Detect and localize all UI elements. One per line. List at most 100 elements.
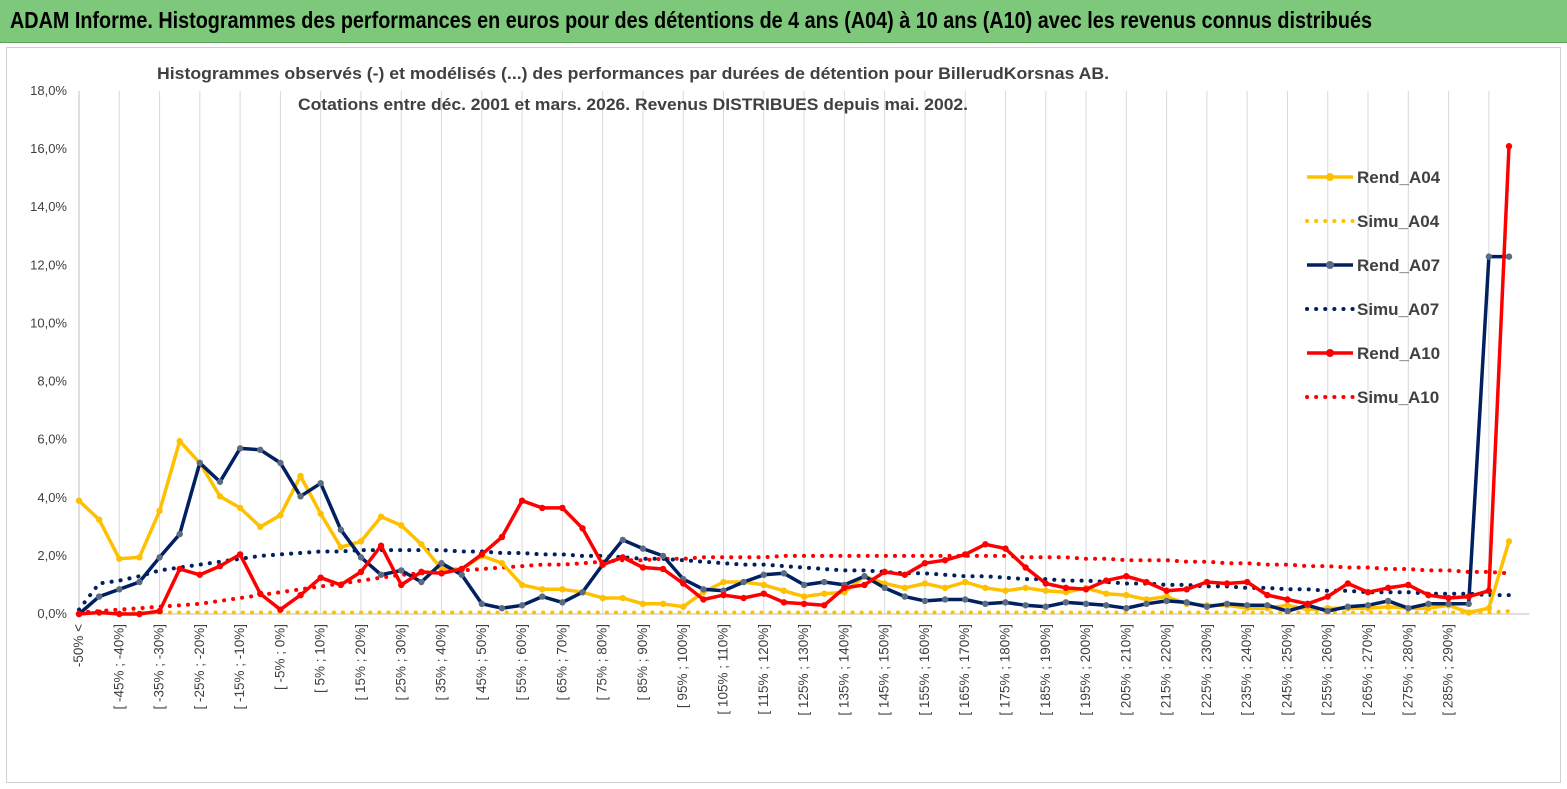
- legend-label: Simu_A04: [1357, 212, 1440, 231]
- data-point: [398, 567, 405, 574]
- data-point: [438, 570, 445, 577]
- data-point: [619, 594, 627, 602]
- data-point: [1203, 603, 1211, 610]
- data-point: [539, 504, 546, 512]
- data-point: [75, 497, 83, 504]
- data-point: [961, 578, 969, 586]
- data-point: [680, 580, 687, 587]
- data-point: [1102, 602, 1110, 609]
- data-point: [1465, 609, 1472, 616]
- data-point: [740, 578, 747, 586]
- data-point: [216, 562, 224, 570]
- data-point: [760, 581, 767, 589]
- data-point: [1163, 597, 1170, 605]
- data-point: [599, 594, 606, 602]
- data-point: [176, 530, 183, 538]
- data-point: [821, 590, 828, 597]
- x-tick-label: [ -35% ; -30%]: [152, 624, 167, 710]
- x-tick-label: [ 25% ; 30%]: [393, 624, 408, 701]
- x-tick-label: -50% <: [71, 624, 86, 667]
- data-point: [659, 600, 667, 608]
- data-point: [398, 522, 405, 529]
- data-point: [1082, 600, 1090, 608]
- data-point: [1183, 599, 1190, 606]
- data-point: [982, 584, 989, 592]
- data-point: [982, 600, 989, 608]
- data-point: [539, 593, 546, 600]
- x-tick-label: [ 115% ; 120%]: [756, 624, 771, 715]
- x-tick-label: [ 5% ; 10%]: [313, 624, 328, 693]
- data-point: [116, 555, 123, 562]
- y-tick-label: 2,0%: [37, 548, 67, 563]
- x-tick-label: [ 255% ; 260%]: [1320, 624, 1335, 716]
- data-point: [1485, 253, 1493, 260]
- data-point: [941, 584, 949, 592]
- data-point: [1123, 591, 1130, 599]
- report-banner: ADAM Informe. Histogrammes des performan…: [0, 0, 1567, 43]
- data-point: [1405, 581, 1412, 589]
- x-tick-label: [ 165% ; 170%]: [957, 624, 972, 716]
- data-point: [861, 573, 868, 580]
- data-point: [478, 551, 486, 558]
- y-tick-label: 12,0%: [30, 257, 67, 272]
- series-line-rend-a07: [77, 254, 1509, 616]
- x-tick-label: [ 135% ; 140%]: [836, 624, 851, 716]
- data-point: [901, 584, 908, 592]
- data-point: [95, 609, 103, 616]
- data-point: [518, 602, 526, 609]
- legend-marker: [1326, 349, 1334, 357]
- data-point: [156, 554, 163, 561]
- data-point: [1022, 564, 1029, 571]
- y-axis-ticks: 0,0% 2,0% 4,0% 6,0% 8,0% 10,0% 12,0% 14,0% 16,0%…: [30, 83, 67, 621]
- data-point: [1505, 538, 1513, 545]
- data-point: [357, 538, 365, 545]
- x-tick-label: [ 95% ; 100%]: [675, 624, 690, 708]
- legend-marker: [1326, 261, 1334, 269]
- data-point: [1304, 600, 1311, 608]
- data-point: [1203, 578, 1211, 586]
- data-point: [921, 559, 929, 567]
- data-point: [518, 581, 526, 589]
- data-point: [1384, 603, 1392, 610]
- data-point: [136, 610, 143, 618]
- data-point: [1042, 587, 1049, 594]
- data-point: [740, 594, 747, 602]
- data-point: [1042, 580, 1049, 587]
- x-tick-label: [ -25% ; -20%]: [192, 624, 207, 710]
- y-tick-label: 14,0%: [30, 199, 67, 214]
- data-point: [1264, 602, 1271, 609]
- data-point: [337, 581, 345, 589]
- data-point: [680, 603, 687, 610]
- data-point: [1445, 600, 1452, 608]
- series-line-simu-a04: [77, 609, 1511, 615]
- data-point: [116, 586, 123, 593]
- chart-titles: Histogrammes observés (-) et modélisés (…: [157, 64, 1109, 114]
- x-tick-label: [ 235% ; 240%]: [1239, 624, 1254, 716]
- data-point: [1465, 600, 1472, 608]
- data-point: [257, 523, 264, 531]
- data-point: [75, 610, 83, 618]
- x-tick-label: [ 65% ; 70%]: [554, 624, 569, 701]
- y-tick-label: 8,0%: [37, 374, 67, 389]
- data-point: [1223, 600, 1231, 608]
- x-tick-label: [ 125% ; 130%]: [796, 624, 811, 716]
- data-point: [1002, 599, 1009, 606]
- data-point: [156, 507, 163, 515]
- data-point: [498, 604, 506, 612]
- data-point: [559, 586, 566, 593]
- data-point: [961, 551, 969, 558]
- x-tick-label: [ -45% ; -40%]: [111, 624, 126, 710]
- data-point: [458, 571, 465, 578]
- data-point: [559, 504, 566, 512]
- data-point: [720, 578, 727, 586]
- data-point: [539, 586, 546, 593]
- data-point: [196, 571, 204, 578]
- data-point: [196, 459, 204, 467]
- data-point: [1485, 587, 1493, 594]
- data-point: [1143, 600, 1150, 608]
- x-tick-label: [ 185% ; 190%]: [1038, 624, 1053, 716]
- data-point: [1445, 594, 1452, 602]
- x-tick-label: [ 45% ; 50%]: [474, 624, 489, 701]
- data-point: [1243, 578, 1251, 586]
- data-point: [136, 578, 143, 586]
